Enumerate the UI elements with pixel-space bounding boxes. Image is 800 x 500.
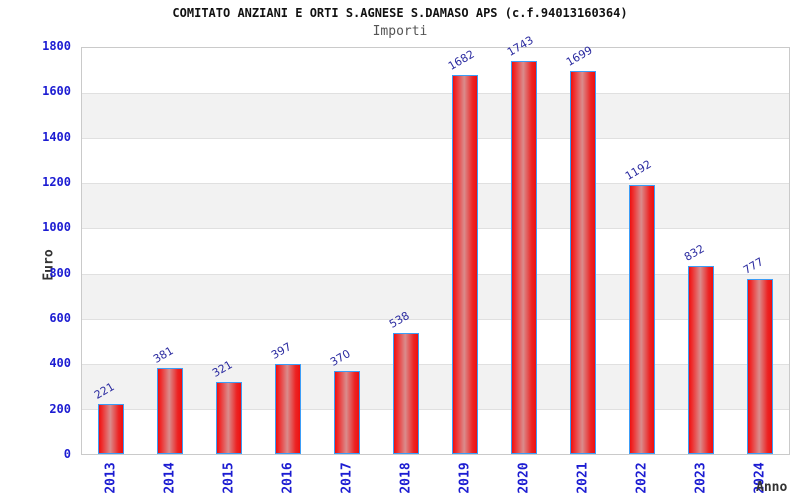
x-tick-label: 2020 — [516, 462, 532, 494]
y-tick-label: 1800 — [42, 39, 71, 53]
bar-value-label: 1699 — [563, 43, 595, 69]
y-tick-label: 1600 — [42, 84, 71, 99]
grid-band — [82, 363, 789, 409]
bar — [569, 70, 596, 454]
x-axis-title: Anno — [756, 480, 788, 495]
y-tick-label: 1000 — [42, 220, 71, 235]
x-tick-label: 2021 — [575, 462, 591, 494]
bar — [98, 404, 125, 454]
grid-bands — [82, 48, 789, 454]
bar — [216, 381, 243, 454]
y-tick-label: 200 — [49, 401, 71, 416]
bar — [687, 266, 714, 454]
bar-value-label: 321 — [210, 357, 235, 380]
chart-subtitle: Importi — [372, 24, 428, 39]
x-tick-label: 2017 — [339, 462, 355, 494]
bar-slot: 221 2013 — [82, 48, 141, 494]
bar-value-label: 538 — [387, 308, 412, 331]
bar-value-label: 381 — [151, 344, 177, 366]
bar-slot: 1682 2019 — [436, 47, 495, 494]
plot-area: 221 2013 381 2014 321 2015 397 2016 370 2017 538 20… — [81, 33, 790, 494]
bar-slot: 1192 2022 — [612, 48, 671, 494]
x-tick-label: 2019 — [457, 462, 473, 494]
bar — [510, 60, 537, 454]
bar — [275, 364, 302, 454]
bar-value-label: 221 — [92, 380, 118, 403]
x-tick-label: 2022 — [634, 462, 650, 494]
bar-value-label: 370 — [328, 346, 353, 369]
bar-value-label: 777 — [740, 254, 766, 277]
bar-slot: 538 2018 — [377, 48, 436, 494]
bar — [628, 185, 655, 454]
bar-slot: 777 2024 — [730, 48, 789, 494]
x-tick-label: 2023 — [693, 462, 709, 494]
bars-container: 221 2013 381 2014 321 2015 397 2016 370 2017 538 20… — [82, 33, 789, 494]
y-axis-tick-labels: 0 200 400 600 800 1000 1200 1400 1600 1800 — [0, 39, 71, 461]
x-tick-label: 2016 — [280, 462, 296, 494]
grid-band — [82, 273, 789, 319]
y-tick-label: 1400 — [42, 129, 71, 144]
grid-band — [82, 93, 789, 139]
x-tick-label: 2018 — [398, 462, 414, 494]
grid-band — [82, 408, 789, 454]
y-tick-label: 600 — [49, 310, 71, 325]
grid-band — [82, 138, 789, 183]
bar-slot: 1699 2021 — [553, 43, 612, 494]
bar-value-label: 1192 — [622, 157, 654, 184]
x-tick-label: 2013 — [103, 462, 119, 494]
chart-title: COMITATO ANZIANI E ORTI S.AGNESE S.DAMAS… — [172, 6, 628, 20]
bar-slot: 370 2017 — [318, 48, 377, 494]
bar-slot: 832 2023 — [671, 48, 730, 494]
grid-band — [82, 228, 789, 273]
bar-slot: 397 2016 — [259, 48, 318, 494]
grid-band — [82, 318, 789, 364]
grid-band — [82, 183, 789, 229]
bar-slot: 321 2015 — [200, 48, 259, 494]
y-tick-label: 0 — [63, 447, 71, 461]
bar-slot: 1743 2020 — [494, 33, 553, 494]
y-tick-label: 1200 — [42, 174, 71, 189]
bar — [746, 278, 773, 454]
y-tick-label: 400 — [49, 356, 71, 371]
bar — [451, 74, 478, 454]
bar-value-label: 832 — [681, 242, 707, 265]
bar — [157, 368, 184, 454]
bar — [393, 332, 420, 454]
bar-slot: 381 2014 — [141, 48, 200, 494]
bar — [334, 370, 361, 454]
x-tick-label: 2015 — [221, 462, 237, 494]
bar-value-label: 397 — [269, 340, 294, 363]
x-tick-label: 2014 — [162, 462, 178, 494]
y-tick-label: 800 — [49, 265, 71, 280]
bar-value-label: 1682 — [445, 47, 477, 73]
